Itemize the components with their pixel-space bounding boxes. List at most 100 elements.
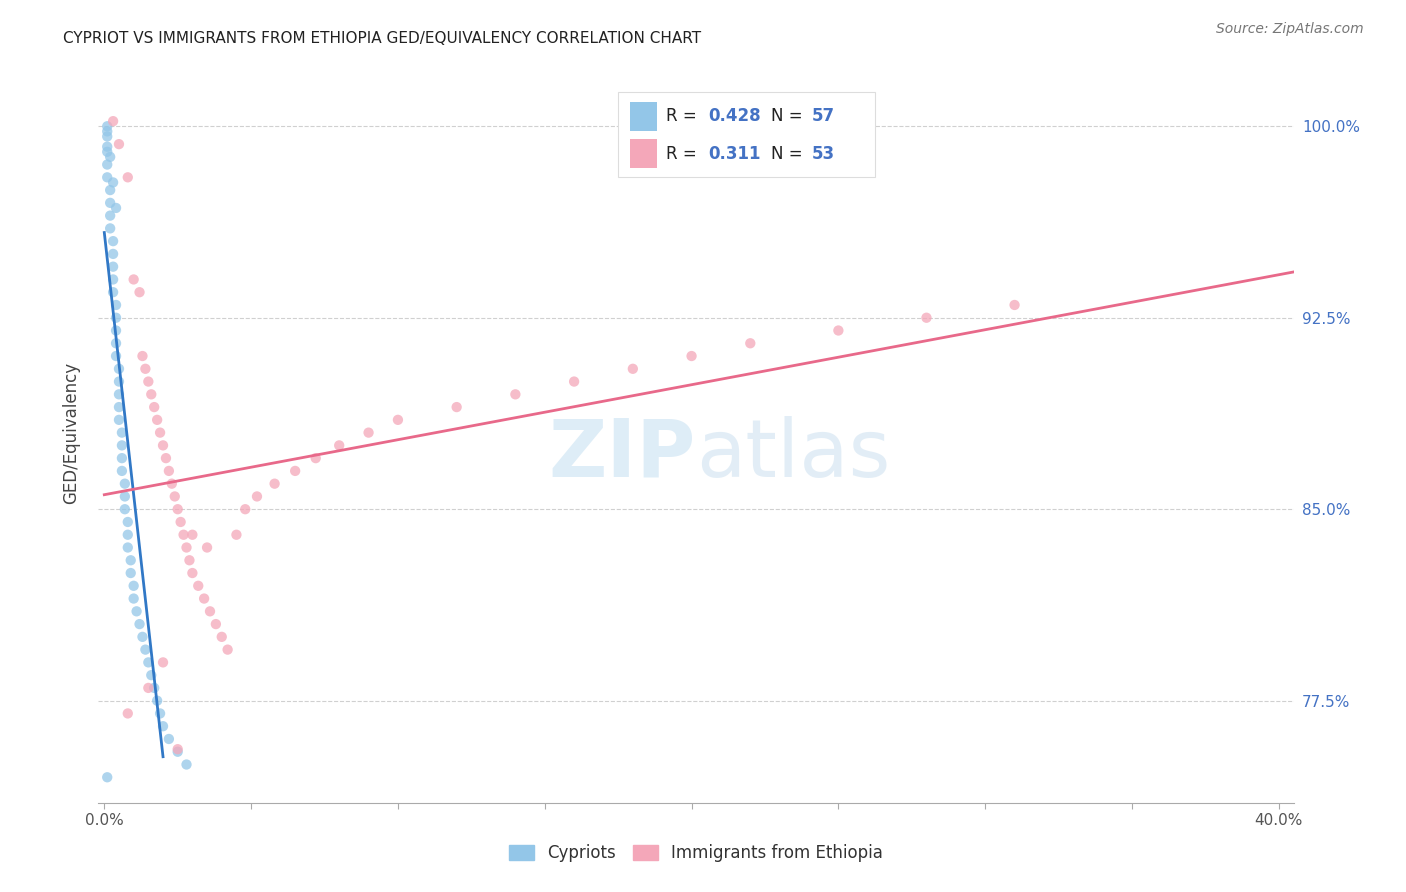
Point	[114, 476, 136, 491]
Point	[96, 124, 118, 138]
Point	[111, 451, 134, 466]
Point	[305, 451, 328, 466]
Point	[96, 120, 118, 134]
Point	[163, 490, 186, 504]
Point	[98, 195, 121, 210]
Point	[125, 604, 148, 618]
Point	[328, 438, 350, 452]
Text: 57: 57	[811, 108, 835, 126]
Point	[198, 604, 221, 618]
Point	[117, 170, 139, 185]
Text: ZIP: ZIP	[548, 416, 696, 494]
Point	[181, 527, 204, 541]
Point	[149, 706, 172, 721]
Text: Source: ZipAtlas.com: Source: ZipAtlas.com	[1216, 22, 1364, 37]
Text: N =: N =	[772, 108, 808, 126]
Point	[96, 129, 118, 144]
Point	[155, 451, 177, 466]
Point	[101, 247, 124, 261]
Point	[101, 260, 124, 274]
Point	[117, 541, 139, 555]
Point	[108, 361, 131, 376]
Point	[166, 742, 188, 756]
Point	[96, 145, 118, 159]
Point	[160, 476, 183, 491]
Point	[128, 285, 150, 300]
Point	[134, 642, 156, 657]
Point	[98, 221, 121, 235]
Point	[1004, 298, 1026, 312]
Point	[233, 502, 256, 516]
Point	[387, 413, 409, 427]
Point	[246, 490, 269, 504]
Point	[101, 285, 124, 300]
Point	[105, 324, 128, 338]
Point	[117, 515, 139, 529]
Point	[143, 400, 166, 414]
FancyBboxPatch shape	[630, 102, 657, 131]
Point	[915, 310, 938, 325]
Text: R =: R =	[666, 108, 702, 126]
Point	[111, 438, 134, 452]
Point	[157, 464, 180, 478]
Point	[621, 361, 644, 376]
Point	[120, 566, 142, 580]
Point	[562, 375, 585, 389]
Point	[98, 150, 121, 164]
Point	[120, 553, 142, 567]
Point	[96, 157, 118, 171]
Point	[141, 668, 163, 682]
Point	[166, 745, 188, 759]
Point	[166, 502, 188, 516]
Point	[217, 642, 239, 657]
Point	[176, 757, 198, 772]
Point	[111, 425, 134, 440]
Point	[101, 272, 124, 286]
Point	[105, 336, 128, 351]
Point	[146, 694, 169, 708]
Point	[114, 502, 136, 516]
Point	[131, 630, 153, 644]
FancyBboxPatch shape	[630, 138, 657, 169]
Point	[114, 490, 136, 504]
Point	[173, 527, 195, 541]
Point	[96, 770, 118, 784]
Point	[108, 387, 131, 401]
Point	[108, 400, 131, 414]
Point	[122, 591, 145, 606]
Point	[138, 656, 160, 670]
Point	[108, 137, 131, 152]
Text: 0.311: 0.311	[709, 145, 761, 162]
FancyBboxPatch shape	[619, 92, 876, 178]
Text: N =: N =	[772, 145, 808, 162]
Point	[181, 566, 204, 580]
Y-axis label: GED/Equivalency: GED/Equivalency	[62, 361, 80, 504]
Point	[284, 464, 307, 478]
Text: atlas: atlas	[696, 416, 890, 494]
Point	[205, 617, 228, 632]
Point	[96, 139, 118, 153]
Point	[225, 527, 247, 541]
Text: 53: 53	[811, 145, 835, 162]
Point	[179, 553, 201, 567]
Point	[211, 630, 233, 644]
Point	[149, 425, 172, 440]
Point	[108, 413, 131, 427]
Point	[138, 681, 160, 695]
Point	[98, 209, 121, 223]
Point	[195, 541, 218, 555]
Point	[169, 515, 191, 529]
Point	[740, 336, 762, 351]
Point	[827, 324, 849, 338]
Text: R =: R =	[666, 145, 707, 162]
Point	[152, 438, 174, 452]
Point	[105, 201, 128, 215]
Point	[146, 413, 169, 427]
Point	[263, 476, 285, 491]
Point	[98, 183, 121, 197]
Point	[134, 361, 156, 376]
Point	[96, 170, 118, 185]
Point	[176, 541, 198, 555]
Point	[122, 272, 145, 286]
Point	[101, 234, 124, 248]
